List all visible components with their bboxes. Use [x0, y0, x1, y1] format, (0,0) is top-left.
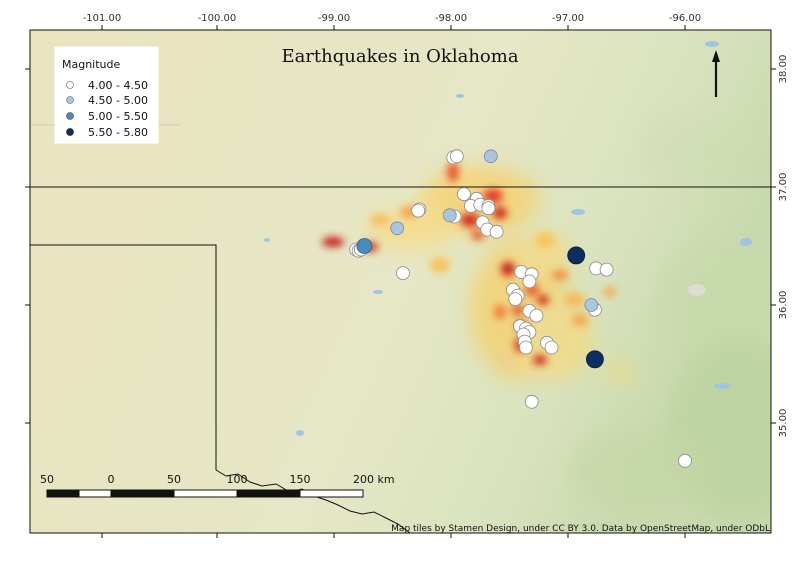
legend-swatch — [66, 96, 74, 104]
legend-swatch — [66, 81, 74, 89]
earthquake-point — [678, 453, 692, 468]
map-title: Earthquakes in Oklahoma — [281, 46, 518, 67]
lake — [456, 94, 464, 98]
earthquake-point — [483, 149, 498, 164]
earthquake-point — [489, 224, 504, 239]
earthquake-point — [356, 238, 373, 254]
earthquake-point — [396, 266, 410, 281]
legend-box — [54, 46, 159, 144]
scale-label: 50 — [167, 473, 181, 486]
earthquake-point — [544, 340, 559, 355]
legend-swatch — [66, 112, 74, 120]
lon-label: -101.00 — [83, 13, 122, 24]
urban-area — [688, 284, 706, 296]
scale-label: 100 — [227, 473, 248, 486]
earthquake-point — [529, 308, 544, 323]
earthquake-point — [390, 221, 405, 236]
map-frame — [29, 29, 772, 534]
forest-patch — [660, 240, 771, 360]
earthquake-points — [349, 149, 692, 468]
lake — [571, 209, 585, 215]
lat-label: 36.00 — [778, 291, 789, 320]
lat-label: 35.00 — [778, 409, 789, 438]
earthquake-point — [567, 246, 586, 265]
earthquake-point — [599, 262, 614, 277]
legend-title: Magnitude — [62, 58, 121, 71]
earthquake-point — [586, 350, 604, 369]
north-arrow-icon — [712, 50, 720, 97]
earthquake-point — [411, 203, 426, 218]
legend-swatch — [66, 128, 74, 136]
latitude-labels: 38.00 37.00 36.00 35.00 — [778, 55, 789, 438]
earthquake-point — [481, 201, 496, 216]
forest-patch — [570, 430, 710, 510]
legend-item-label: 5.50 - 5.80 — [88, 126, 148, 139]
longitude-labels: -101.00 -100.00 -99.00 -98.00 -97.00 -96… — [83, 13, 701, 24]
earthquake-point — [584, 298, 599, 312]
scale-label: 200 km — [353, 473, 395, 486]
earthquake-point — [519, 340, 533, 355]
earthquake-point — [449, 149, 464, 164]
lon-label: -98.00 — [435, 13, 467, 24]
earthquake-point — [524, 394, 539, 409]
legend-item-label: 4.00 - 4.50 — [88, 79, 148, 92]
map-area[interactable] — [30, 30, 800, 533]
lake — [296, 430, 304, 436]
scale-bar: 50 0 50 100 150 200 km — [40, 473, 395, 498]
scale-label: 150 — [290, 473, 311, 486]
legend-item-label: 4.50 - 5.00 — [88, 94, 148, 107]
earthquake-point — [456, 187, 471, 202]
lake — [705, 41, 719, 47]
legend: Magnitude 4.00 - 4.50 4.50 - 5.00 5.00 -… — [54, 46, 159, 144]
lake — [373, 290, 383, 294]
lon-label: -96.00 — [669, 13, 701, 24]
lon-label: -100.00 — [198, 13, 237, 24]
lon-label: -97.00 — [552, 13, 584, 24]
lake — [740, 238, 752, 246]
earthquake-point — [508, 292, 523, 307]
lake — [714, 383, 730, 389]
scale-label: 0 — [108, 473, 115, 486]
lat-label: 38.00 — [778, 55, 789, 84]
scale-label: 50 — [40, 473, 54, 486]
earthquake-point — [442, 208, 457, 223]
graticule-ticks — [25, 25, 776, 538]
earthquake-point — [522, 274, 537, 289]
map-attribution: Map tiles by Stamen Design, under CC BY … — [391, 524, 770, 534]
lake — [264, 238, 270, 242]
forest-patch — [640, 110, 740, 190]
legend-item-label: 5.00 - 5.50 — [88, 110, 148, 123]
lon-label: -99.00 — [318, 13, 350, 24]
lat-label: 37.00 — [778, 173, 789, 202]
panhandle-border — [30, 244, 217, 470]
